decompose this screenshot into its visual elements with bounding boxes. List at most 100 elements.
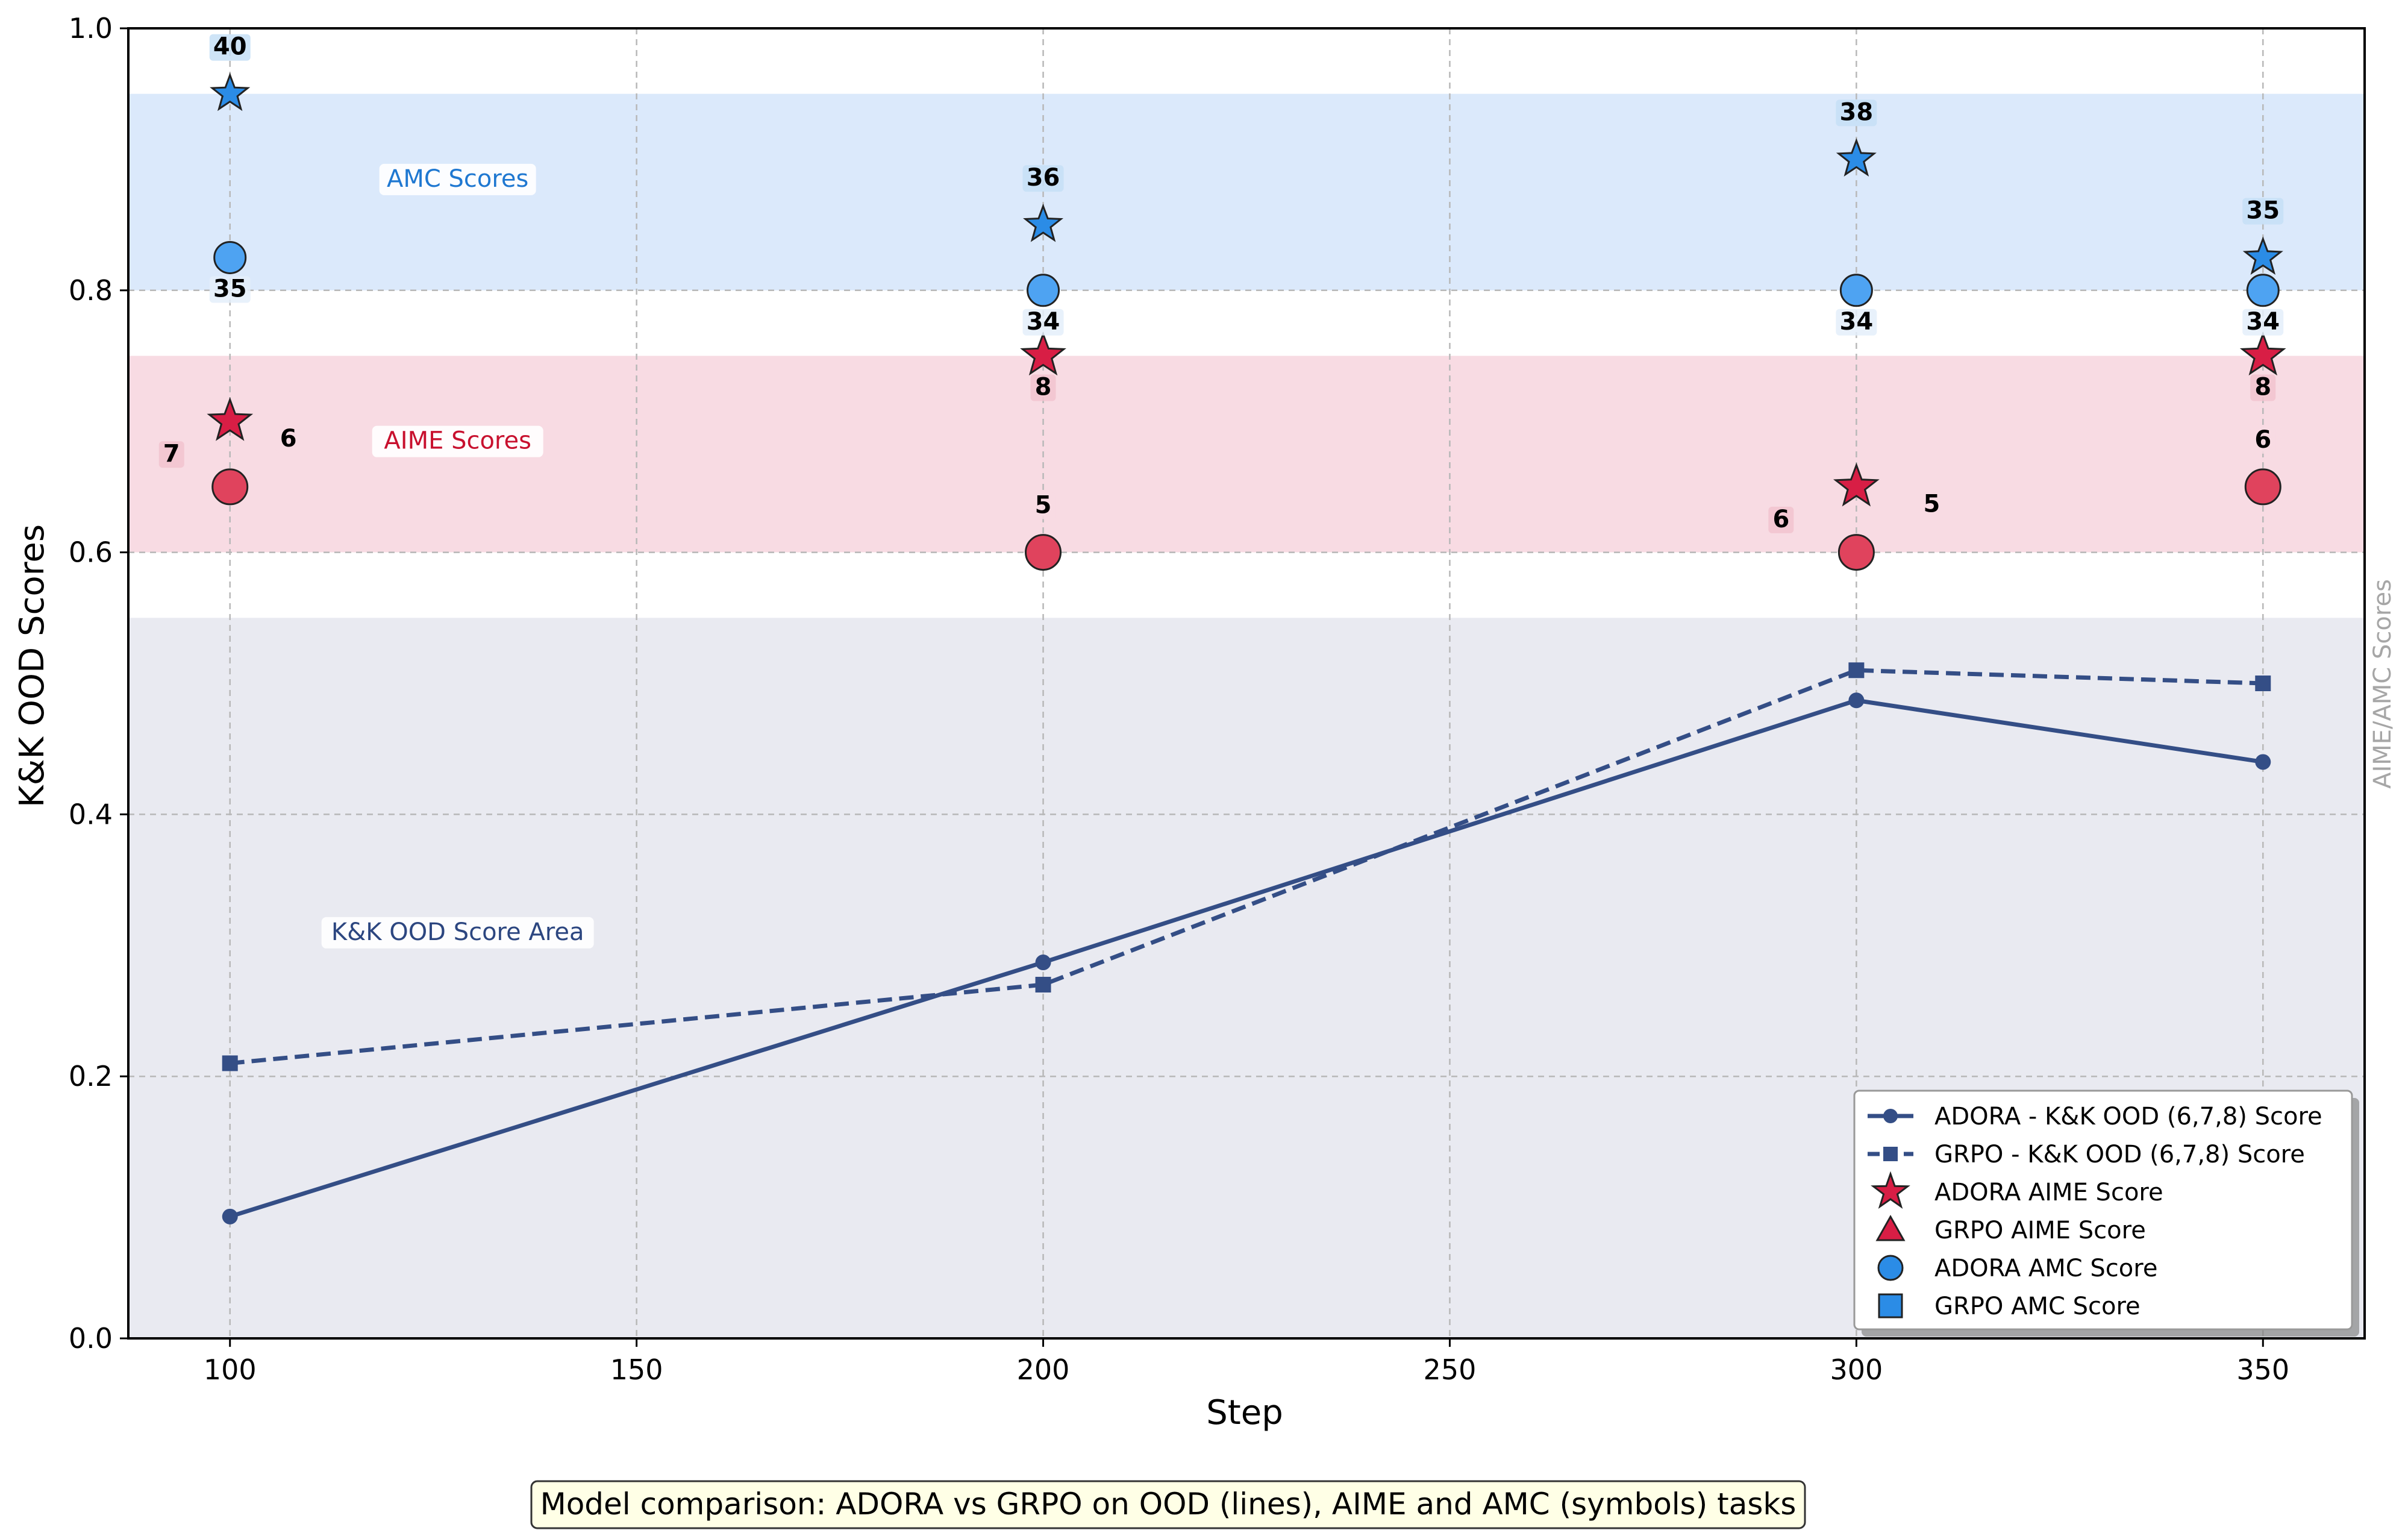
y-tick-label: 0.4 [69,798,113,830]
y-tick-label: 0.2 [69,1060,113,1093]
legend-circle-icon [1883,1109,1898,1123]
y-axis-title: K&K OOD Scores [13,524,52,807]
line-point [1848,662,1865,679]
legend-square-icon [1883,1147,1898,1161]
point-label-bg [158,441,184,468]
point-label: 40 [213,33,247,61]
plot-frame [127,27,2366,1340]
x-tick-label: 100 [204,1353,257,1386]
point-label: 34 [1840,308,1874,336]
point-label: 35 [213,275,247,303]
circle-marker [211,468,249,506]
amc-band-label-bg [379,163,536,195]
point-label-bg [209,34,251,61]
kk-band-label: K&K OOD Score Area [331,918,584,946]
point-labels: 40 36 38 35 35 34 34 34 7 8 6 8 6 5 5 6 [158,33,2284,533]
series-line-adora [229,698,2263,1219]
point-label: 8 [1035,374,1052,401]
legend-label: GRPO - K&K OOD (6,7,8) Score [1934,1141,2305,1168]
point-label: 7 [163,440,180,468]
legend-label: ADORA AMC Score [1934,1255,2157,1282]
point-label-bg [1030,374,1056,401]
legend-label: GRPO AIME Score [1934,1217,2146,1244]
x-tick-label: 150 [610,1353,663,1386]
circle-marker [213,240,247,274]
circle-marker [1837,534,1875,571]
legend-label: ADORA AIME Score [1934,1179,2163,1206]
legend-circle-icon [1877,1255,1904,1281]
point-label: 5 [1923,491,1940,518]
point-label-bg [1919,491,1945,518]
line-point [222,1208,238,1224]
line-point [1035,977,1051,993]
series-lines [222,662,2271,1224]
legend-triangle-icon [1875,1214,1906,1241]
y-tick-label: 0.6 [69,536,113,569]
x-axis-title: Step [1206,1393,1283,1432]
legend-label: GRPO AMC Score [1934,1293,2141,1320]
point-label-bg [1836,99,1877,127]
star-marker [1833,462,1880,507]
point-label-bg [1022,165,1064,192]
caption: Model comparison: ADORA vs GRPO on OOD (… [540,1487,1797,1522]
line-point [2255,676,2271,691]
x-tick-label: 250 [1424,1353,1477,1386]
point-label: 34 [2246,308,2280,336]
point-label: 8 [2254,374,2271,401]
y-tick-label: 1.0 [69,12,113,45]
point-label: 5 [1035,492,1052,519]
star-marker [1023,203,1064,242]
point-label-bg [2242,309,2284,336]
y-tick-label: 0.0 [69,1322,113,1355]
legend-box [1853,1089,2353,1331]
star-marker [2239,331,2286,376]
point-label-bg [1022,309,1064,336]
axes [127,27,2366,1340]
point-label: 36 [1027,164,1060,192]
kk-band-label-bg [321,917,594,948]
star-marker [210,72,251,111]
point-label: 6 [280,425,297,453]
amc-band-label: AMC Scores [387,165,528,193]
point-label: 6 [2254,426,2271,454]
aime-band-label-bg [372,425,543,457]
point-label-bg [2242,198,2284,225]
aime-band-label: AIME Scores [384,427,531,455]
point-label-bg [275,425,301,453]
y-tick-label: 0.8 [69,274,113,307]
circle-marker [1025,534,1062,571]
point-label: 38 [1840,98,1874,126]
band-labels: AMC Scores AIME Scores K&K OOD Score Area [321,163,594,948]
point-label-bg [1768,506,1794,533]
point-label: 6 [1772,506,1789,533]
point-label-bg [1836,309,1877,336]
point-label-bg [2250,427,2276,454]
star-marker [1020,331,1066,376]
tick-labels: 100 150 200 250 300 350 0.0 0.2 0.4 0.6 0.8 1.0 [69,12,2289,1386]
line-point [1035,955,1051,971]
point-label: 35 [2246,196,2280,224]
star-marker [207,397,254,441]
x-tick-label: 350 [2236,1353,2289,1386]
x-tick-label: 200 [1017,1353,1070,1386]
line-point [1848,692,1865,709]
line-point [222,1055,238,1071]
circle-marker [1839,274,1873,307]
legend: ADORA - K&K OOD (6,7,8) Score GRPO - K&K … [1853,1089,2359,1337]
caption-box: Model comparison: ADORA vs GRPO on OOD (… [530,1480,1806,1529]
point-label: 34 [1027,308,1060,336]
x-tick-label: 300 [1830,1353,1883,1386]
star-marker [2242,236,2283,275]
point-label-bg [1030,492,1056,519]
legend-square-icon [1878,1293,1903,1318]
point-label-bg [209,276,251,303]
legend-label: ADORA - K&K OOD (6,7,8) Score [1934,1103,2322,1130]
circle-marker [2246,274,2280,307]
circle-marker [2244,468,2281,506]
circle-marker [1027,274,1060,307]
point-label-bg [2250,374,2276,401]
star-marker [1836,138,1877,177]
series-line-grpo [230,668,2263,1065]
legend-star-icon [1871,1171,1910,1209]
